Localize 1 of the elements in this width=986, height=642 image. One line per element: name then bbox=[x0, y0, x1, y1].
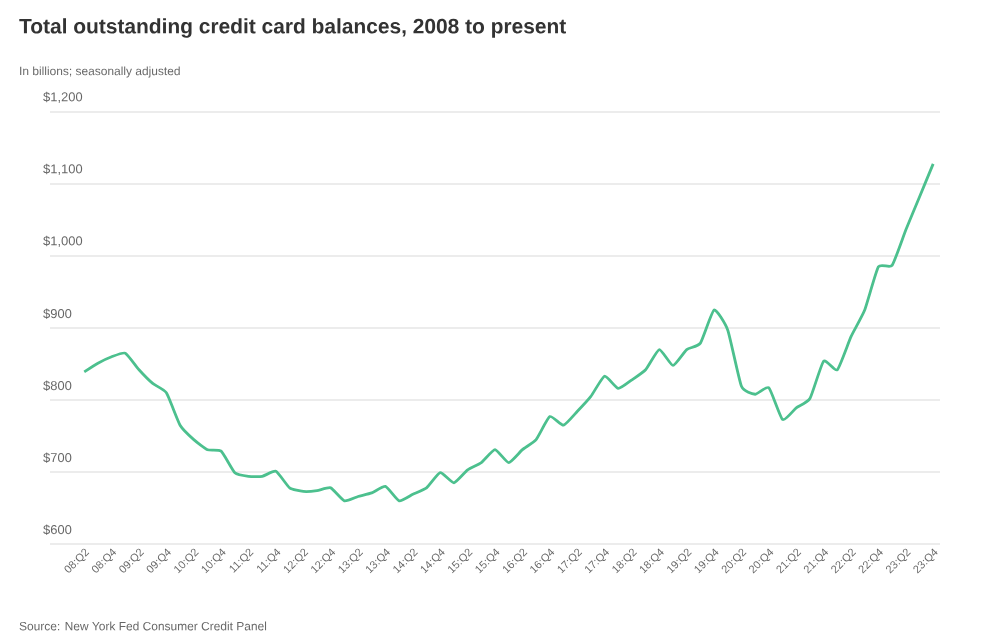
chart-title: Total outstanding credit card balances, 2008 to present bbox=[19, 18, 566, 38]
